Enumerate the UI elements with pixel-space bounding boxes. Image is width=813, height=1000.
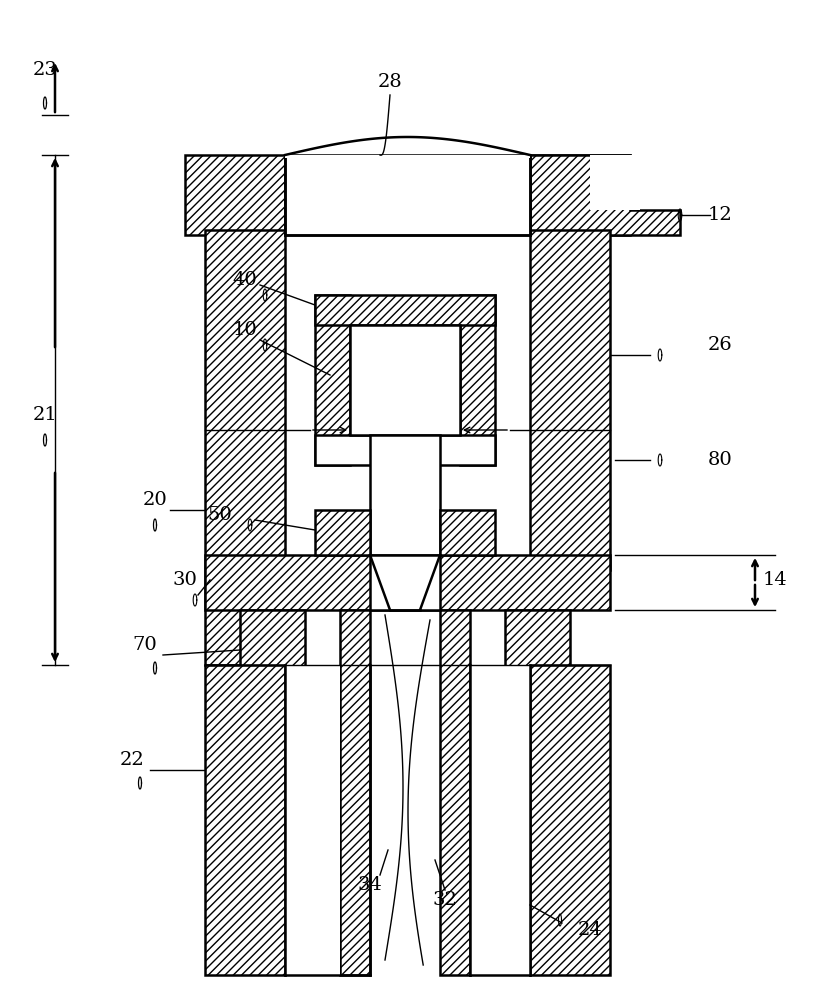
- Bar: [530, 665, 610, 975]
- Bar: [530, 155, 630, 235]
- Text: 21: 21: [33, 406, 58, 424]
- Bar: [240, 610, 305, 670]
- Bar: [285, 665, 340, 975]
- Text: 34: 34: [358, 876, 382, 894]
- Text: 28: 28: [377, 73, 402, 91]
- Bar: [370, 555, 440, 610]
- Polygon shape: [530, 155, 680, 235]
- Bar: [205, 230, 285, 665]
- Bar: [340, 610, 370, 975]
- Text: 30: 30: [172, 571, 198, 589]
- Bar: [505, 610, 570, 670]
- Bar: [440, 610, 470, 975]
- Bar: [590, 155, 640, 210]
- Bar: [315, 435, 495, 465]
- Text: 80: 80: [707, 451, 733, 469]
- Bar: [285, 155, 530, 235]
- Text: 40: 40: [233, 271, 258, 289]
- Text: 23: 23: [33, 61, 58, 79]
- Bar: [315, 510, 370, 555]
- Text: 20: 20: [142, 491, 167, 509]
- Text: 14: 14: [763, 571, 787, 589]
- Bar: [285, 155, 530, 158]
- Text: 12: 12: [707, 206, 733, 224]
- Bar: [315, 295, 495, 325]
- Text: 22: 22: [120, 751, 145, 769]
- Bar: [370, 435, 440, 555]
- Bar: [315, 295, 350, 465]
- Bar: [460, 295, 495, 465]
- Bar: [205, 665, 285, 975]
- Text: 26: 26: [707, 336, 733, 354]
- Text: 50: 50: [207, 506, 233, 524]
- Bar: [440, 510, 495, 555]
- Text: 10: 10: [233, 321, 258, 339]
- Bar: [530, 230, 610, 570]
- Text: 70: 70: [133, 636, 158, 654]
- Bar: [185, 155, 285, 235]
- Text: 32: 32: [433, 891, 458, 909]
- Text: 24: 24: [577, 921, 602, 939]
- Bar: [470, 665, 530, 975]
- Bar: [350, 325, 460, 435]
- Bar: [205, 555, 610, 610]
